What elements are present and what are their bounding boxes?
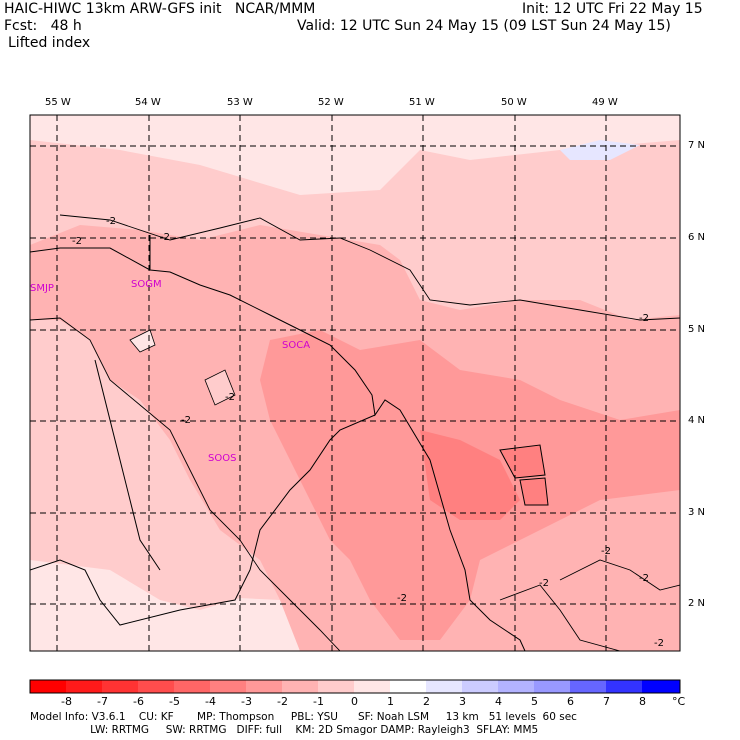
lat-label-3n: 3 N	[688, 507, 706, 518]
lon-label-49w: 49 W	[592, 97, 618, 108]
contour-label: -2	[72, 236, 82, 247]
colorbar-tick: 4	[495, 695, 502, 708]
colorbar-tick: -2	[277, 695, 288, 708]
colorbar-tick: -4	[205, 695, 216, 708]
station-soos: SOOS	[208, 453, 237, 464]
lifted-index-field	[30, 115, 680, 651]
lon-label-51w: 51 W	[409, 97, 435, 108]
lat-label-6n: 6 N	[688, 232, 706, 243]
contour-label: -2	[654, 638, 664, 649]
contour-label: -2	[106, 216, 116, 227]
colorbar-tick: -3	[241, 695, 252, 708]
lon-label-50w: 50 W	[501, 97, 527, 108]
colorbar-tick: -7	[97, 695, 108, 708]
contour-label: -2	[601, 546, 611, 557]
colorbar-tick: 2	[423, 695, 430, 708]
lat-label-4n: 4 N	[688, 415, 706, 426]
contour-label: -2	[160, 232, 170, 243]
colorbar-tick: -6	[133, 695, 144, 708]
colorbar-tick: 8	[639, 695, 646, 708]
init-time: Init: 12 UTC Fri 22 May 15	[522, 1, 703, 17]
colorbar-tick: 7	[603, 695, 610, 708]
lat-lon-grid	[30, 115, 680, 651]
contour-label: -2	[639, 313, 649, 324]
map-frame	[29, 114, 681, 652]
colorbar-tick: 6	[567, 695, 574, 708]
contour-label: -2	[539, 578, 549, 589]
colorbar-tick: -5	[169, 695, 180, 708]
forecast-hour: Fcst: 48 h	[4, 18, 82, 34]
station-smjp: SMJP	[30, 283, 54, 294]
lat-label-5n: 5 N	[688, 324, 706, 335]
lon-label-54w: 54 W	[135, 97, 161, 108]
colorbar-tick: 3	[459, 695, 466, 708]
station-soca: SOCA	[282, 340, 311, 351]
lon-label-52w: 52 W	[318, 97, 344, 108]
model-info-line1: Model Info: V3.6.1 CU: KF MP: Thompson P…	[30, 711, 577, 723]
contour-label: -2	[639, 573, 649, 584]
colorbar-unit: °C	[672, 695, 686, 708]
lat-label-7n: 7 N	[688, 140, 706, 151]
lat-label-2n: 2 N	[688, 598, 706, 609]
colorbar-tick: -8	[61, 695, 72, 708]
colorbar-tick: -1	[313, 695, 324, 708]
contour-label: -2	[225, 392, 235, 403]
colorbar-tick: 0	[351, 695, 358, 708]
colorbar-tick: 1	[387, 695, 394, 708]
colorbar	[29, 679, 681, 694]
model-info-line2: LW: RRTMG SW: RRTMG DIFF: full KM: 2D Sm…	[30, 724, 539, 736]
contour-label: -2	[397, 593, 407, 604]
valid-time: Valid: 12 UTC Sun 24 May 15 (09 LST Sun …	[297, 18, 671, 34]
station-sogm: SOGM	[131, 279, 162, 290]
lon-label-55w: 55 W	[45, 97, 71, 108]
colorbar-tick: 5	[531, 695, 538, 708]
contour-label: -2	[181, 415, 191, 426]
model-title: HAIC-HIWC 13km ARW-GFS init NCAR/MMM	[4, 1, 316, 17]
field-name: Lifted index	[8, 35, 91, 51]
lon-label-53w: 53 W	[227, 97, 253, 108]
